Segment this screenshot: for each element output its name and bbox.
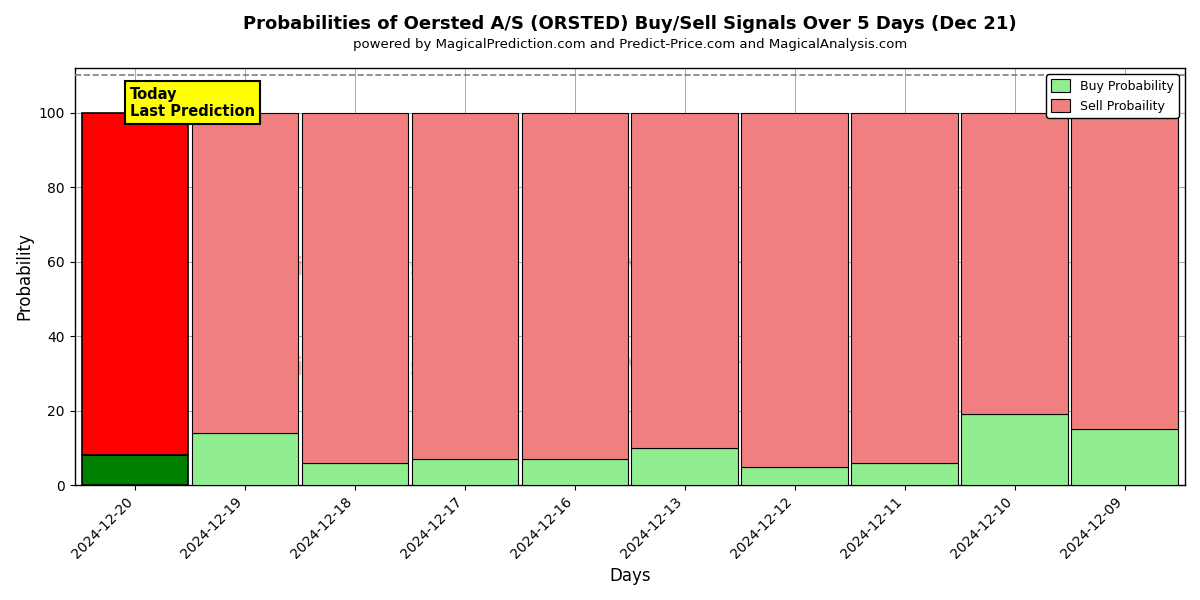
Bar (961, 415, 1068, 485)
Text: Today
Last Prediction: Today Last Prediction (130, 86, 254, 119)
Text: MagicalPrediction.com: MagicalPrediction.com (623, 356, 904, 380)
Title: Probabilities of Oersted A/S (ORSTED) Buy/Sell Signals Over 5 Days (Dec 21): Probabilities of Oersted A/S (ORSTED) Bu… (244, 15, 1016, 33)
Bar (631, 448, 738, 485)
Bar (742, 113, 848, 467)
Bar (82, 455, 188, 485)
Bar (1072, 113, 1178, 429)
Bar (301, 113, 408, 463)
Bar (192, 433, 299, 485)
Bar (301, 463, 408, 485)
Bar (412, 113, 518, 459)
Bar (851, 113, 958, 463)
Legend: Buy Probability, Sell Probaility: Buy Probability, Sell Probaility (1046, 74, 1178, 118)
Bar (631, 113, 738, 448)
Bar (412, 459, 518, 485)
Bar (192, 113, 299, 433)
Bar (522, 113, 628, 459)
Bar (82, 113, 188, 455)
X-axis label: Days: Days (610, 567, 650, 585)
Text: MagicalAnalysis.com: MagicalAnalysis.com (245, 356, 505, 380)
Bar (851, 463, 958, 485)
Bar (961, 113, 1068, 415)
Text: MagicalPrediction.com: MagicalPrediction.com (623, 256, 904, 280)
Bar (522, 459, 628, 485)
Text: MagicalAnalysis.com: MagicalAnalysis.com (245, 256, 505, 280)
Text: powered by MagicalPrediction.com and Predict-Price.com and MagicalAnalysis.com: powered by MagicalPrediction.com and Pre… (353, 38, 907, 51)
Bar (742, 467, 848, 485)
Bar (1072, 429, 1178, 485)
Y-axis label: Probability: Probability (16, 233, 34, 320)
